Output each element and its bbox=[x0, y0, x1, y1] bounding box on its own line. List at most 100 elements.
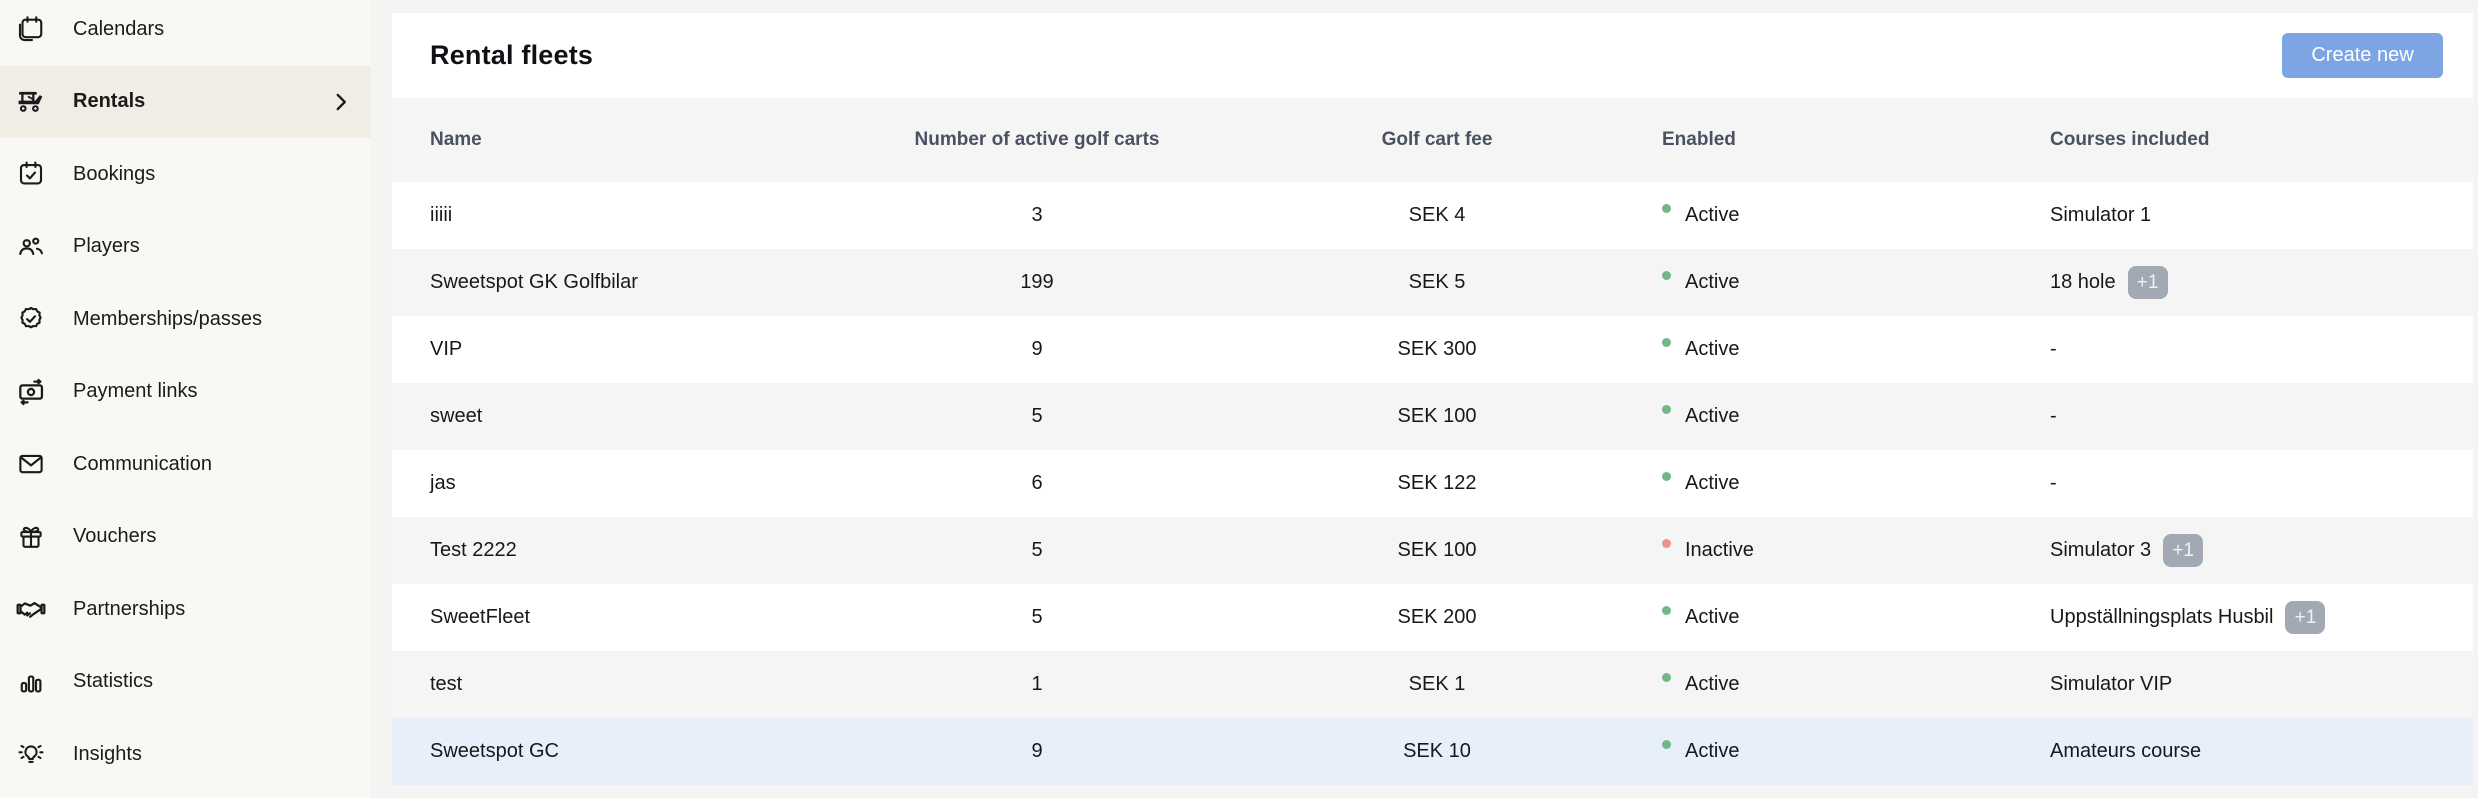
course-label: Simulator 1 bbox=[2050, 204, 2152, 226]
sidebar-item-label: Vouchers bbox=[73, 525, 157, 548]
course-label: - bbox=[2050, 405, 2057, 427]
courses-included: Simulator 1 bbox=[2042, 204, 2473, 227]
status-label: Active bbox=[1685, 740, 1740, 762]
sidebar-item-insights[interactable]: Insights bbox=[0, 718, 370, 791]
sidebar-item-label: Partnerships bbox=[73, 597, 186, 620]
course-label: Simulator VIP bbox=[2050, 673, 2173, 695]
active-golf-carts-count: 9 bbox=[1031, 338, 1043, 360]
courses-included: 18 hole +1 bbox=[2042, 266, 2473, 299]
enabled-status: Active bbox=[1662, 606, 2042, 629]
sidebar-item-players[interactable]: Players bbox=[0, 211, 370, 284]
active-golf-carts-count: 5 bbox=[1031, 539, 1043, 561]
table-row[interactable]: test 1 SEK 1 Active Simulator VIP bbox=[392, 651, 2473, 718]
active-golf-carts-count: 1 bbox=[1031, 673, 1043, 695]
column-header-name: Name bbox=[430, 129, 482, 150]
active-golf-carts-count: 6 bbox=[1031, 472, 1043, 494]
golf-cart-fee: SEK 10 bbox=[1403, 740, 1471, 762]
courses-included: - bbox=[2042, 338, 2473, 361]
active-golf-carts-count: 9 bbox=[1031, 740, 1043, 762]
column-header-fee: Golf cart fee bbox=[1381, 129, 1493, 150]
status-dot-icon bbox=[1662, 204, 1671, 213]
table-row[interactable]: iiiii 3 SEK 4 Active Simulator 1 bbox=[392, 182, 2473, 249]
enabled-status: Active bbox=[1662, 204, 2042, 227]
sidebar: Calendars Rentals Bookings Players Membe… bbox=[0, 0, 370, 798]
sidebar-item-calendars[interactable]: Calendars bbox=[0, 0, 370, 66]
sidebar-item-label: Players bbox=[73, 235, 140, 258]
table-row[interactable]: SweetFleet 5 SEK 200 Active Uppställning… bbox=[392, 584, 2473, 651]
table-header-row: Name Number of active golf carts Golf ca… bbox=[392, 98, 2473, 182]
table-body: iiiii 3 SEK 4 Active Simulator 1 Sweetsp… bbox=[392, 182, 2473, 785]
courses-included: Uppställningsplats Husbil +1 bbox=[2042, 601, 2473, 634]
sidebar-item-communication[interactable]: Communication bbox=[0, 428, 370, 501]
golf-cart-fee: SEK 200 bbox=[1397, 606, 1477, 628]
active-golf-carts-count: 3 bbox=[1031, 204, 1043, 226]
column-header-enabled: Enabled bbox=[1662, 129, 1736, 150]
enabled-status: Active bbox=[1662, 472, 2042, 495]
status-label: Active bbox=[1685, 405, 1740, 427]
active-golf-carts-count: 5 bbox=[1031, 405, 1043, 427]
page-header: Rental fleets Create new bbox=[392, 13, 2473, 98]
fleet-name: jas bbox=[430, 472, 456, 494]
table-row[interactable]: Test 2222 5 SEK 100 Inactive Simulator 3… bbox=[392, 517, 2473, 584]
status-label: Inactive bbox=[1685, 539, 1754, 561]
golf-cart-fee: SEK 5 bbox=[1408, 271, 1466, 293]
enabled-status: Active bbox=[1662, 673, 2042, 696]
courses-included: Amateurs course bbox=[2042, 740, 2473, 763]
lightbulb-icon bbox=[15, 738, 47, 770]
fleet-name: test bbox=[430, 673, 463, 695]
sidebar-item-label: Calendars bbox=[73, 17, 165, 40]
sidebar-item-label: Bookings bbox=[73, 162, 156, 185]
fleet-name: iiiii bbox=[430, 204, 453, 226]
table-row[interactable]: jas 6 SEK 122 Active - bbox=[392, 450, 2473, 517]
golf-cart-fee: SEK 4 bbox=[1408, 204, 1466, 226]
fleet-name: Test 2222 bbox=[430, 539, 517, 561]
fleet-name: Sweetspot GK Golfbilar bbox=[430, 271, 638, 293]
table-row[interactable]: VIP 9 SEK 300 Active - bbox=[392, 316, 2473, 383]
fleet-name: SweetFleet bbox=[430, 606, 531, 628]
status-dot-icon bbox=[1662, 271, 1671, 280]
status-dot-icon bbox=[1662, 338, 1671, 347]
courses-included: Simulator 3 +1 bbox=[2042, 534, 2473, 567]
status-dot-icon bbox=[1662, 539, 1671, 548]
sidebar-item-rentals[interactable]: Rentals bbox=[0, 65, 370, 138]
status-label: Active bbox=[1685, 472, 1740, 494]
sidebar-item-vouchers[interactable]: Vouchers bbox=[0, 501, 370, 574]
courses-included: - bbox=[2042, 405, 2473, 428]
sidebar-item-memberships-passes[interactable]: Memberships/passes bbox=[0, 283, 370, 356]
enabled-status: Active bbox=[1662, 338, 2042, 361]
enabled-status: Inactive bbox=[1662, 539, 2042, 562]
sidebar-item-label: Communication bbox=[73, 452, 212, 475]
sidebar-item-label: Insights bbox=[73, 742, 142, 765]
enabled-status: Active bbox=[1662, 740, 2042, 763]
course-label: 18 hole bbox=[2050, 271, 2116, 293]
banknote-icon bbox=[15, 376, 47, 408]
sidebar-item-partnerships[interactable]: Partnerships bbox=[0, 573, 370, 646]
sidebar-item-label: Payment links bbox=[73, 380, 198, 403]
course-label: Amateurs course bbox=[2050, 740, 2202, 762]
course-label: Simulator 3 bbox=[2050, 539, 2152, 561]
status-label: Active bbox=[1685, 338, 1740, 360]
sidebar-item-statistics[interactable]: Statistics bbox=[0, 646, 370, 719]
fleet-name: VIP bbox=[430, 338, 463, 360]
create-new-button[interactable]: Create new bbox=[2282, 33, 2443, 78]
status-dot-icon bbox=[1662, 405, 1671, 414]
rental-fleets-page: Rental fleets Create new Name Number of … bbox=[392, 13, 2473, 785]
course-label: - bbox=[2050, 472, 2057, 494]
sidebar-item-bookings[interactable]: Bookings bbox=[0, 138, 370, 211]
column-header-courses: Courses included bbox=[2050, 129, 2210, 150]
fleet-name: Sweetspot GC bbox=[430, 740, 559, 762]
courses-included: Simulator VIP bbox=[2042, 673, 2473, 696]
sidebar-item-label: Statistics bbox=[73, 670, 154, 693]
courses-included: - bbox=[2042, 472, 2473, 495]
handshake-icon bbox=[15, 593, 47, 625]
golf-cart-fee: SEK 100 bbox=[1397, 539, 1477, 561]
bar-chart-icon bbox=[15, 666, 47, 698]
table-row[interactable]: sweet 5 SEK 100 Active - bbox=[392, 383, 2473, 450]
people-icon bbox=[15, 231, 47, 263]
golf-cart-fee: SEK 1 bbox=[1408, 673, 1466, 695]
sidebar-item-payment-links[interactable]: Payment links bbox=[0, 356, 370, 429]
table-row[interactable]: Sweetspot GK Golfbilar 199 SEK 5 Active … bbox=[392, 249, 2473, 316]
sidebar-item-label: Memberships/passes bbox=[73, 307, 262, 330]
table-row[interactable]: Sweetspot GC 9 SEK 10 Active Amateurs co… bbox=[392, 718, 2473, 785]
more-courses-badge: +1 bbox=[2163, 534, 2204, 567]
